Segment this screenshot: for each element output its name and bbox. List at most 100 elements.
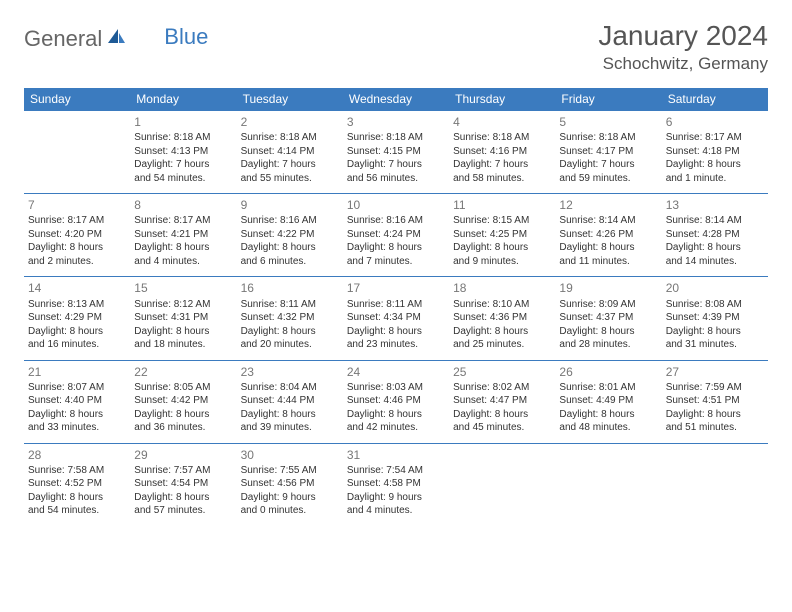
day-cell: 16Sunrise: 8:11 AMSunset: 4:32 PMDayligh… [237,277,343,360]
day-cell: 29Sunrise: 7:57 AMSunset: 4:54 PMDayligh… [130,443,236,526]
sunrise-line: Sunrise: 8:17 AM [666,131,764,145]
day-header: Wednesday [343,88,449,111]
sunrise-line: Sunrise: 8:08 AM [666,298,764,312]
sunset-line: Sunset: 4:47 PM [453,394,551,408]
daylight-line-2: and 16 minutes. [28,338,126,352]
sunset-line: Sunset: 4:58 PM [347,477,445,491]
day-number: 18 [453,280,551,296]
sunset-line: Sunset: 4:42 PM [134,394,232,408]
daylight-line-2: and 20 minutes. [241,338,339,352]
day-number: 1 [134,114,232,130]
daylight-line-2: and 9 minutes. [453,255,551,269]
sunset-line: Sunset: 4:26 PM [559,228,657,242]
daylight-line: Daylight: 8 hours [559,408,657,422]
day-number: 29 [134,447,232,463]
day-number: 10 [347,197,445,213]
daylight-line: Daylight: 8 hours [453,325,551,339]
day-number: 22 [134,364,232,380]
day-cell: 27Sunrise: 7:59 AMSunset: 4:51 PMDayligh… [662,360,768,443]
sunset-line: Sunset: 4:28 PM [666,228,764,242]
sunset-line: Sunset: 4:46 PM [347,394,445,408]
day-header: Sunday [24,88,130,111]
sunrise-line: Sunrise: 8:11 AM [241,298,339,312]
sunrise-line: Sunrise: 8:16 AM [347,214,445,228]
day-cell: 5Sunrise: 8:18 AMSunset: 4:17 PMDaylight… [555,111,661,194]
sunrise-line: Sunrise: 8:16 AM [241,214,339,228]
sunset-line: Sunset: 4:52 PM [28,477,126,491]
sunset-line: Sunset: 4:29 PM [28,311,126,325]
sunset-line: Sunset: 4:31 PM [134,311,232,325]
day-cell: 30Sunrise: 7:55 AMSunset: 4:56 PMDayligh… [237,443,343,526]
sunrise-line: Sunrise: 8:09 AM [559,298,657,312]
daylight-line: Daylight: 7 hours [134,158,232,172]
sunrise-line: Sunrise: 7:59 AM [666,381,764,395]
daylight-line-2: and 25 minutes. [453,338,551,352]
sunset-line: Sunset: 4:49 PM [559,394,657,408]
sunset-line: Sunset: 4:16 PM [453,145,551,159]
daylight-line: Daylight: 8 hours [559,325,657,339]
sunrise-line: Sunrise: 7:57 AM [134,464,232,478]
sunrise-line: Sunrise: 7:58 AM [28,464,126,478]
day-cell: 25Sunrise: 8:02 AMSunset: 4:47 PMDayligh… [449,360,555,443]
day-header: Monday [130,88,236,111]
day-header: Thursday [449,88,555,111]
sunset-line: Sunset: 4:15 PM [347,145,445,159]
daylight-line-2: and 31 minutes. [666,338,764,352]
sunrise-line: Sunrise: 8:07 AM [28,381,126,395]
day-number: 9 [241,197,339,213]
sunset-line: Sunset: 4:24 PM [347,228,445,242]
sunset-line: Sunset: 4:18 PM [666,145,764,159]
daylight-line-2: and 4 minutes. [347,504,445,518]
daylight-line-2: and 1 minute. [666,172,764,186]
day-number: 23 [241,364,339,380]
title-block: January 2024 Schochwitz, Germany [598,20,768,74]
daylight-line-2: and 59 minutes. [559,172,657,186]
day-cell: 6Sunrise: 8:17 AMSunset: 4:18 PMDaylight… [662,111,768,194]
day-number: 8 [134,197,232,213]
day-number: 20 [666,280,764,296]
day-cell: 15Sunrise: 8:12 AMSunset: 4:31 PMDayligh… [130,277,236,360]
day-cell: 1Sunrise: 8:18 AMSunset: 4:13 PMDaylight… [130,111,236,194]
daylight-line: Daylight: 8 hours [453,241,551,255]
sunset-line: Sunset: 4:21 PM [134,228,232,242]
day-cell: 31Sunrise: 7:54 AMSunset: 4:58 PMDayligh… [343,443,449,526]
day-cell: 2Sunrise: 8:18 AMSunset: 4:14 PMDaylight… [237,111,343,194]
month-title: January 2024 [598,20,768,52]
sunrise-line: Sunrise: 8:17 AM [134,214,232,228]
day-number: 28 [28,447,126,463]
daylight-line: Daylight: 8 hours [28,491,126,505]
sunrise-line: Sunrise: 8:04 AM [241,381,339,395]
daylight-line: Daylight: 8 hours [134,491,232,505]
day-cell [555,443,661,526]
sunset-line: Sunset: 4:51 PM [666,394,764,408]
sunrise-line: Sunrise: 8:11 AM [347,298,445,312]
daylight-line: Daylight: 8 hours [666,241,764,255]
daylight-line-2: and 2 minutes. [28,255,126,269]
day-cell: 10Sunrise: 8:16 AMSunset: 4:24 PMDayligh… [343,194,449,277]
day-cell: 23Sunrise: 8:04 AMSunset: 4:44 PMDayligh… [237,360,343,443]
daylight-line-2: and 39 minutes. [241,421,339,435]
sunrise-line: Sunrise: 8:12 AM [134,298,232,312]
day-number: 21 [28,364,126,380]
sunrise-line: Sunrise: 7:55 AM [241,464,339,478]
day-number: 15 [134,280,232,296]
day-cell: 17Sunrise: 8:11 AMSunset: 4:34 PMDayligh… [343,277,449,360]
day-cell: 9Sunrise: 8:16 AMSunset: 4:22 PMDaylight… [237,194,343,277]
daylight-line-2: and 54 minutes. [134,172,232,186]
daylight-line-2: and 6 minutes. [241,255,339,269]
sunrise-line: Sunrise: 8:02 AM [453,381,551,395]
daylight-line-2: and 36 minutes. [134,421,232,435]
day-cell: 21Sunrise: 8:07 AMSunset: 4:40 PMDayligh… [24,360,130,443]
daylight-line-2: and 48 minutes. [559,421,657,435]
sunset-line: Sunset: 4:13 PM [134,145,232,159]
sunset-line: Sunset: 4:54 PM [134,477,232,491]
daylight-line-2: and 23 minutes. [347,338,445,352]
sunrise-line: Sunrise: 8:14 AM [559,214,657,228]
day-cell: 13Sunrise: 8:14 AMSunset: 4:28 PMDayligh… [662,194,768,277]
day-cell: 19Sunrise: 8:09 AMSunset: 4:37 PMDayligh… [555,277,661,360]
day-cell [449,443,555,526]
daylight-line: Daylight: 9 hours [241,491,339,505]
day-number: 2 [241,114,339,130]
sunrise-line: Sunrise: 8:14 AM [666,214,764,228]
daylight-line-2: and 28 minutes. [559,338,657,352]
